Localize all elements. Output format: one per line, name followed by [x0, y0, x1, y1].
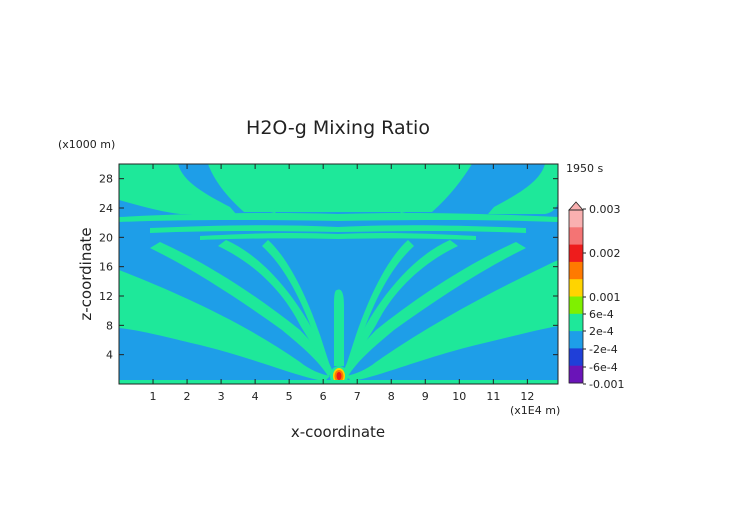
- x-tick-label: 2: [184, 390, 191, 403]
- x-tick-label: 1: [150, 390, 157, 403]
- y-tick-label: 8: [106, 319, 113, 332]
- y-tick-label: 20: [99, 231, 113, 244]
- y-tick-label: 28: [99, 173, 113, 186]
- upper-center-plume: [208, 164, 472, 212]
- colorbar-label: 0.002: [589, 247, 621, 260]
- band-lower: [200, 232, 476, 240]
- x-tick-label: 12: [520, 390, 534, 403]
- chart-title: H2O-g Mixing Ratio: [246, 117, 430, 139]
- colorbar-label: 0.001: [589, 291, 621, 304]
- source-core: [336, 372, 342, 380]
- time-label: 1950 s: [566, 162, 603, 175]
- x-tick-label: 6: [320, 390, 327, 403]
- x-unit-label: (x1E4 m): [510, 404, 560, 417]
- colorbar-segment: [569, 313, 583, 332]
- colorbar-segment: [569, 210, 583, 228]
- x-tick-label: 9: [422, 390, 429, 403]
- x-tick-label: 11: [486, 390, 500, 403]
- central-column: [334, 289, 344, 366]
- surface-strip: [119, 380, 558, 384]
- plume-contours: [119, 164, 558, 384]
- x-tick-label: 5: [286, 390, 293, 403]
- y-tick-label: 12: [99, 290, 113, 303]
- colorbar-segment: [569, 348, 583, 367]
- plot-frame: [118, 163, 559, 385]
- colorbar-label: 6e-4: [589, 308, 614, 321]
- x-tick-label: 8: [388, 390, 395, 403]
- x-tick-label: 10: [452, 390, 466, 403]
- colorbar-segment: [569, 261, 583, 280]
- y-axis: 4 8 12 16 20 24 28: [99, 173, 558, 362]
- upper-right-plume: [488, 164, 558, 214]
- lower-right-plume: [346, 260, 558, 381]
- streak-left-2: [218, 240, 334, 375]
- band-middle: [150, 225, 526, 233]
- x-axis: 1 2 3 4 5 6 7 8 9 10 11 12: [150, 164, 534, 403]
- colorbar-label: -2e-4: [589, 343, 618, 356]
- upper-left-plume: [119, 164, 236, 214]
- streak-right-1: [343, 242, 526, 376]
- x-tick-label: 7: [354, 390, 361, 403]
- lower-left-plume: [119, 270, 330, 381]
- colorbar-segment: [569, 244, 583, 263]
- colorbar-segment: [569, 296, 583, 315]
- band-upper: [119, 213, 558, 222]
- colorbar-segment: [569, 331, 583, 349]
- streak-right-2: [342, 240, 458, 375]
- colorbar-label: 0.003: [589, 203, 621, 216]
- colorbar-label: -6e-4: [589, 361, 618, 374]
- colorbar-segment: [569, 227, 583, 246]
- colorbar: [568, 201, 584, 384]
- streak-left-1: [150, 242, 333, 376]
- arc-right: [384, 202, 406, 213]
- colorbar-labels: 0.003 0.002 0.001 6e-4 2e-4 -2e-4 -6e-4 -0.001: [583, 203, 624, 391]
- streak-right-3: [344, 240, 414, 373]
- y-tick-label: 24: [99, 202, 113, 215]
- y-unit-label: (x1000 m): [58, 138, 115, 151]
- colorbar-label: -0.001: [589, 378, 624, 391]
- x-tick-label: 4: [252, 390, 259, 403]
- colorbar-label: 2e-4: [589, 325, 614, 338]
- colorbar-segment: [569, 365, 583, 384]
- arc-left: [270, 202, 292, 213]
- y-axis-label: z-coordinate: [77, 227, 95, 320]
- colorbar-arrow: [568, 201, 584, 211]
- x-tick-label: 3: [218, 390, 225, 403]
- y-tick-label: 4: [106, 349, 113, 362]
- y-tick-label: 16: [99, 261, 113, 274]
- x-axis-label: x-coordinate: [291, 423, 385, 441]
- colorbar-segment: [569, 279, 583, 297]
- streak-left-3: [262, 240, 332, 373]
